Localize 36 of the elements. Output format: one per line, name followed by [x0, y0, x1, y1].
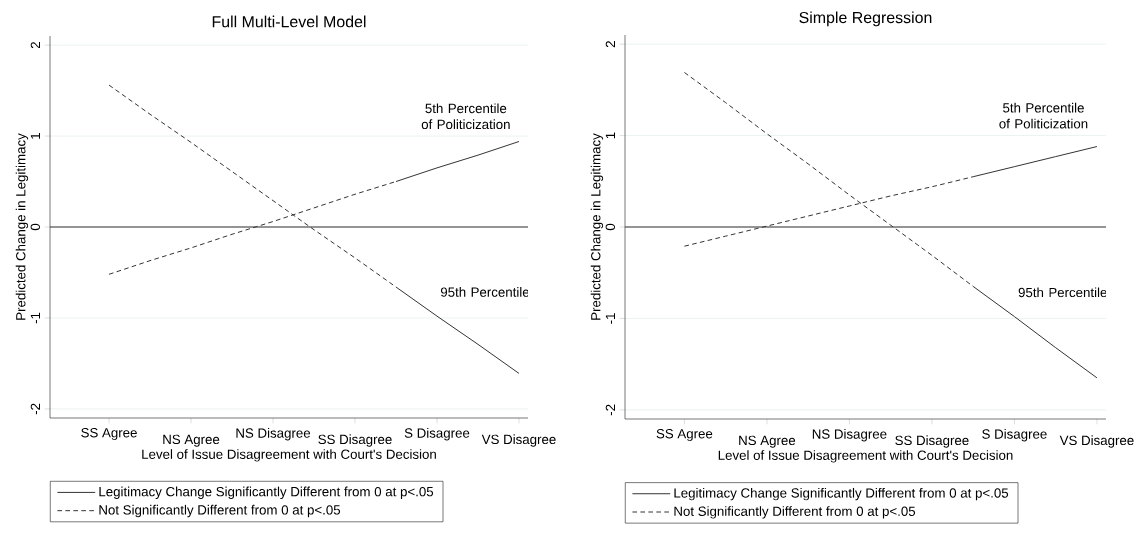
y-tick-label: 2: [605, 41, 615, 48]
annotation: 95th Percentile: [440, 287, 530, 297]
chart-title: Simple Regression: [799, 11, 932, 27]
y-tick-label: 0: [605, 223, 615, 231]
y-tick-label: 1: [30, 132, 40, 139]
legend-label: Not Significantly Different from 0 at p<.05: [674, 506, 916, 519]
y-tick-label: 0: [30, 223, 40, 231]
y-tick-label: -1: [605, 313, 615, 324]
y-tick-label: -2: [30, 403, 40, 415]
chart-title: Full Multi-Level Model: [212, 15, 366, 28]
x-tick-label: NS Disagree: [236, 428, 311, 441]
x-tick-label: S Disagree: [404, 428, 470, 441]
x-tick-label: VS Disagree: [1059, 435, 1134, 448]
x-tick-label: S Disagree: [982, 429, 1047, 442]
x-tick-label: VS Disagree: [481, 434, 556, 447]
x-tick-label: NS Agree: [739, 435, 796, 448]
x-tick-label: SS Agree: [656, 429, 713, 442]
annotation: 5th Percentile of Politicization: [421, 103, 510, 130]
annotation: 95th Percentile: [1018, 287, 1107, 298]
y-tick-label: 1: [605, 132, 615, 139]
x-tick-label: SS Disagree: [895, 435, 969, 448]
legend-label: Legitimacy Change Significantly Different from 0 at p<.05: [674, 487, 1009, 501]
annotation: 5th Percentile of Politicization: [999, 102, 1088, 129]
x-axis-title: Level of Issue Disagreement with Court's Decision: [718, 450, 1013, 463]
x-axis-title: Level of Issue Disagreement with Court's Decision: [142, 449, 436, 462]
legend-label: Legitimacy Change Significantly Different from 0 at p<.05: [99, 486, 434, 499]
legend-label: Not Significantly Different from 0 at p<.05: [99, 504, 341, 518]
y-axis-title: Predicted Change in Legitimacy: [15, 133, 29, 320]
x-tick-label: NS Agree: [163, 434, 220, 447]
x-tick-label: SS Disagree: [318, 434, 392, 447]
y-axis-title: Predicted Change in Legitimacy: [590, 133, 604, 320]
y-tick-label: -1: [30, 312, 40, 324]
y-tick-label: 2: [30, 42, 40, 49]
x-tick-label: SS Agree: [81, 428, 137, 441]
y-tick-label: -2: [605, 404, 615, 416]
x-tick-label: NS Disagree: [812, 429, 887, 442]
